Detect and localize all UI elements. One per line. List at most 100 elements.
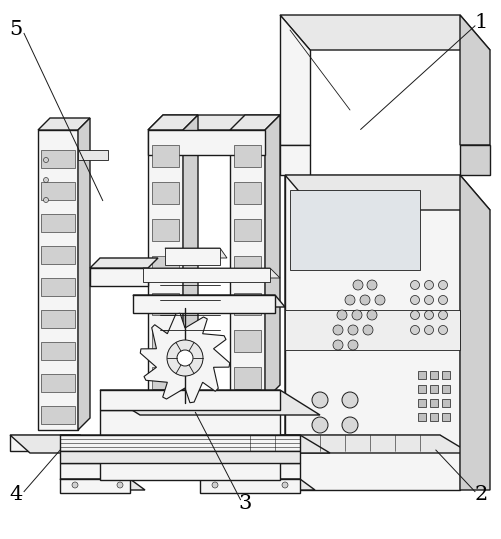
Polygon shape xyxy=(41,246,75,264)
Circle shape xyxy=(212,482,218,488)
Polygon shape xyxy=(285,175,315,490)
Polygon shape xyxy=(60,435,330,453)
Polygon shape xyxy=(41,406,75,424)
Polygon shape xyxy=(10,435,80,451)
Polygon shape xyxy=(60,463,130,479)
Polygon shape xyxy=(460,145,490,175)
Polygon shape xyxy=(280,15,490,50)
Polygon shape xyxy=(90,268,148,286)
Polygon shape xyxy=(41,342,75,360)
Circle shape xyxy=(438,280,447,289)
Polygon shape xyxy=(38,130,78,430)
Polygon shape xyxy=(234,330,261,352)
Circle shape xyxy=(342,417,358,433)
Polygon shape xyxy=(165,248,227,258)
Circle shape xyxy=(72,482,78,488)
Polygon shape xyxy=(460,15,490,145)
Circle shape xyxy=(342,392,358,408)
Circle shape xyxy=(117,482,123,488)
Polygon shape xyxy=(418,399,426,407)
Polygon shape xyxy=(143,268,270,282)
Polygon shape xyxy=(430,413,438,421)
Polygon shape xyxy=(234,293,261,315)
Polygon shape xyxy=(230,435,470,453)
Circle shape xyxy=(333,325,343,335)
Text: 5: 5 xyxy=(10,20,23,39)
Polygon shape xyxy=(152,145,179,167)
Polygon shape xyxy=(442,399,450,407)
Circle shape xyxy=(177,350,193,366)
Polygon shape xyxy=(234,182,261,204)
Circle shape xyxy=(367,280,377,290)
Polygon shape xyxy=(100,390,280,410)
Polygon shape xyxy=(442,385,450,393)
Circle shape xyxy=(348,325,358,335)
Polygon shape xyxy=(418,371,426,379)
Polygon shape xyxy=(280,145,310,175)
Polygon shape xyxy=(200,463,300,479)
Circle shape xyxy=(438,310,447,320)
Circle shape xyxy=(375,295,385,305)
Polygon shape xyxy=(418,385,426,393)
Polygon shape xyxy=(78,118,90,430)
Polygon shape xyxy=(152,182,179,204)
Polygon shape xyxy=(148,115,198,130)
Circle shape xyxy=(438,295,447,305)
Circle shape xyxy=(312,417,328,433)
Polygon shape xyxy=(148,130,265,155)
Polygon shape xyxy=(152,293,179,315)
Circle shape xyxy=(282,482,288,488)
Polygon shape xyxy=(152,256,179,278)
Circle shape xyxy=(410,295,419,305)
Text: 3: 3 xyxy=(239,494,252,514)
Polygon shape xyxy=(41,374,75,392)
Circle shape xyxy=(167,340,203,376)
Polygon shape xyxy=(41,214,75,232)
Polygon shape xyxy=(133,295,285,307)
Polygon shape xyxy=(430,385,438,393)
Circle shape xyxy=(333,340,343,350)
Text: 4: 4 xyxy=(10,485,23,505)
Circle shape xyxy=(353,280,363,290)
Polygon shape xyxy=(140,313,230,403)
Polygon shape xyxy=(230,130,265,400)
Circle shape xyxy=(337,310,347,320)
Circle shape xyxy=(438,326,447,335)
Polygon shape xyxy=(10,435,100,453)
Polygon shape xyxy=(234,367,261,389)
Circle shape xyxy=(424,295,433,305)
Circle shape xyxy=(360,295,370,305)
Polygon shape xyxy=(265,115,280,400)
Polygon shape xyxy=(234,145,261,167)
Text: 1: 1 xyxy=(474,13,487,32)
Circle shape xyxy=(410,280,419,289)
Polygon shape xyxy=(183,115,198,400)
Polygon shape xyxy=(200,479,315,490)
Polygon shape xyxy=(78,150,108,160)
Circle shape xyxy=(424,326,433,335)
Polygon shape xyxy=(60,435,300,451)
Circle shape xyxy=(424,310,433,320)
Polygon shape xyxy=(60,479,130,493)
Polygon shape xyxy=(148,130,183,400)
Polygon shape xyxy=(200,479,300,493)
Polygon shape xyxy=(230,435,440,451)
Polygon shape xyxy=(38,118,90,130)
Polygon shape xyxy=(100,410,280,480)
Polygon shape xyxy=(285,175,460,490)
Circle shape xyxy=(44,197,49,203)
Polygon shape xyxy=(165,248,220,265)
Polygon shape xyxy=(60,451,300,463)
Polygon shape xyxy=(418,413,426,421)
Polygon shape xyxy=(152,330,179,352)
Circle shape xyxy=(352,310,362,320)
Polygon shape xyxy=(285,310,460,350)
Polygon shape xyxy=(442,413,450,421)
Circle shape xyxy=(312,392,328,408)
Polygon shape xyxy=(430,371,438,379)
Polygon shape xyxy=(290,190,420,270)
Polygon shape xyxy=(152,219,179,241)
Polygon shape xyxy=(430,399,438,407)
Polygon shape xyxy=(41,310,75,328)
Polygon shape xyxy=(41,182,75,200)
